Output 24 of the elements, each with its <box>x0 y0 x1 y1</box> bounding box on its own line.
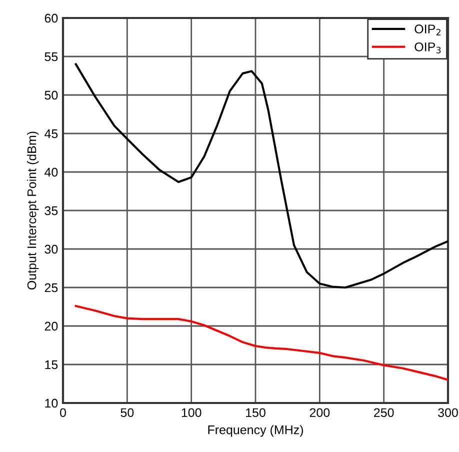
x-tick-label: 150 <box>246 408 266 418</box>
y-tick-label: 25 <box>44 283 58 292</box>
x-axis-title: Frequency (MHz) <box>208 425 303 437</box>
y-tick-label: 60 <box>44 14 58 23</box>
x-tick-label: 250 <box>374 408 394 418</box>
line-series <box>74 63 448 289</box>
legend-label: OIP$_{3}$ <box>414 42 441 54</box>
y-tick-label: 10 <box>45 398 58 408</box>
y-tick-label: 50 <box>44 90 58 100</box>
y-tick-label: 55 <box>44 52 58 62</box>
y-axis-title: Output Intercept Point (dBm) <box>27 132 39 290</box>
x-tick-label: 0 <box>60 408 66 418</box>
line-series <box>74 304 448 381</box>
x-tick-label: 200 <box>310 408 330 418</box>
y-tick-label: 45 <box>44 129 58 138</box>
legend-label: OIP$_{2}$ <box>414 24 440 36</box>
y-tick-label: 20 <box>44 322 58 331</box>
y-tick-label: 40 <box>44 168 58 177</box>
x-tick-label: 300 <box>438 408 458 418</box>
y-tick-label: 35 <box>44 206 58 216</box>
y-tick-label: 15 <box>45 360 58 370</box>
x-tick-label: 100 <box>182 408 202 418</box>
y-tick-label: 30 <box>44 244 58 254</box>
x-tick-label: 50 <box>120 408 134 418</box>
